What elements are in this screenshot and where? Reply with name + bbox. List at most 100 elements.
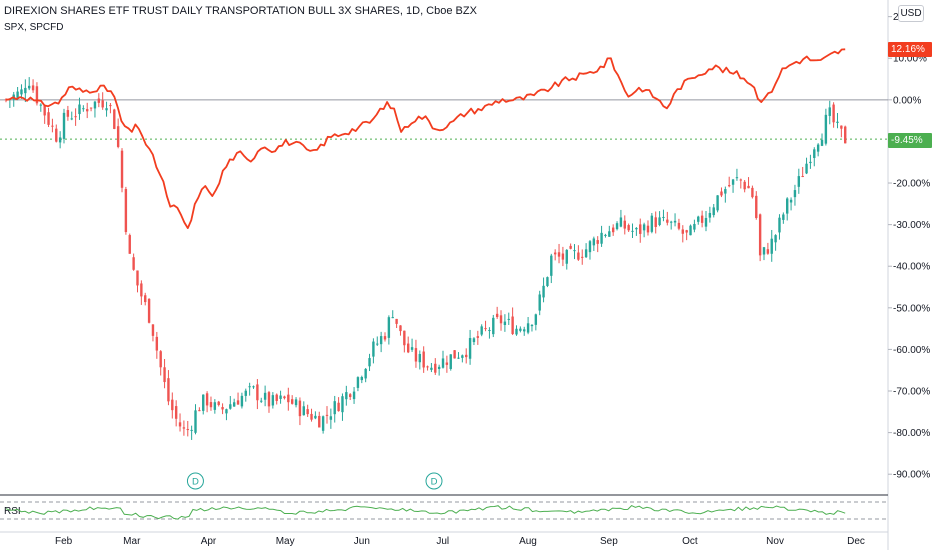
candle-body [105,108,108,111]
candle-body [163,367,166,383]
candle-body [202,394,205,411]
candle-body [35,86,39,104]
candle-body [263,392,267,400]
candle-body [441,358,445,368]
y-tick-label: -50.00% [893,303,930,314]
candle-body [697,216,700,222]
y-tick-label: -40.00% [893,262,930,273]
candle-body [666,219,669,223]
candle-body [20,89,23,95]
x-tick-label: Aug [519,536,537,547]
currency-button[interactable]: USD [898,5,924,22]
candle-body [128,235,131,254]
candle-body [232,402,236,407]
candle-body [840,125,843,129]
candle-body [755,195,758,219]
candle-body [747,185,750,189]
candle-body [24,87,27,94]
candle-body [93,101,97,109]
candle-body [577,252,580,260]
candle-body [813,149,816,158]
candle-body [774,235,777,243]
candle-body [368,358,371,367]
candle-body [267,392,271,407]
candle-body [677,222,681,229]
candle-body [124,188,128,233]
candle-body [294,399,298,406]
candle-body [569,245,572,249]
candle-body [472,338,476,343]
candle-body [333,401,336,415]
candle-body [782,214,785,220]
candle-body [468,338,472,359]
price-axis[interactable]: 210.00%0.00%-10.00%-20.00%-30.00%-40.00%… [888,12,930,481]
candle-body [329,416,333,420]
candle-body [538,294,541,311]
candle-body [198,410,201,412]
candle-body [318,415,321,428]
candle-body [383,336,387,340]
candle-body [86,109,89,112]
candle-body [426,366,429,368]
y-tick-label: 0.00% [893,95,921,106]
candle-body [453,350,456,359]
candle-body [592,238,596,246]
x-tick-label: Apr [201,536,217,547]
candle-body [66,110,70,117]
dividend-marker[interactable] [425,472,443,490]
candle-body [314,415,317,419]
candle-body [639,224,642,234]
candle-body [144,295,147,303]
candle-body [430,367,433,370]
candle-body [51,125,54,127]
compare-symbol-legend[interactable]: SPX, SPCFD [4,22,64,33]
candle-body [631,230,634,232]
candle-body [786,198,789,214]
candle-body [828,107,831,116]
candle-body [805,163,808,174]
candle-body [194,410,197,433]
candle-body [437,366,441,369]
y-tick-label: -30.00% [893,220,930,231]
x-tick-label: Jul [436,536,449,547]
candle-body [116,126,120,147]
candle-body [654,217,657,227]
candle-body [673,220,677,223]
candle-body [260,400,263,402]
candle-body [553,252,557,255]
candle-body [58,137,62,143]
time-axis[interactable]: Feb Mar Apr May Jun Jul Aug Sep Oct Nov Dec [55,536,865,547]
candle-body [403,330,406,346]
candle-body [302,406,305,416]
candle-body [716,195,719,211]
candle-body [542,285,545,298]
y-tick-label: -70.00% [893,387,930,398]
candle-body [256,384,259,401]
dividend-marker[interactable] [186,472,204,490]
candle-body [596,240,599,244]
candle-body [182,427,186,429]
candle-body [484,328,487,330]
candle-body [465,354,468,358]
candle-body [407,343,410,353]
candle-body [530,324,534,327]
candle-body [136,270,139,286]
candle-body [523,329,526,332]
candle-body [345,392,348,400]
candle-body [669,221,673,223]
candle-body [356,377,360,388]
candle-body [735,177,739,179]
candle-body [82,108,85,110]
candle-body [147,298,151,323]
candle-body [650,215,654,232]
candle-body [739,179,743,181]
candle-body [646,225,650,233]
candle-body [78,104,81,115]
candle-body [681,229,684,234]
candle-body [213,402,217,410]
dividend-marker-label: D [192,477,199,488]
y-tick-label: 2 [893,12,899,23]
candle-body [461,355,464,358]
